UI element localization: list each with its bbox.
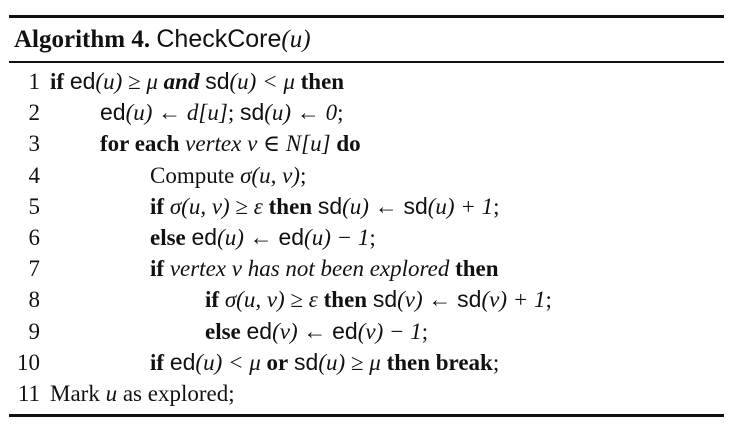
line-code: Mark u as explored; — [50, 378, 235, 409]
code-token: if — [150, 349, 165, 375]
top-rule — [9, 15, 724, 18]
code-token: ; — [299, 162, 307, 188]
code-token: (v) ← — [272, 318, 333, 344]
code-token: σ(u, v) — [240, 162, 300, 188]
code-token: sd — [205, 68, 230, 94]
code-token: for each — [100, 131, 180, 157]
code-token: vertex v has not been explored — [169, 256, 450, 282]
code-token: sd — [457, 286, 482, 313]
code-token: then — [323, 287, 368, 313]
code-token: ed — [169, 348, 196, 375]
caption-argument: (u) — [281, 26, 311, 53]
code-token: then break — [386, 349, 493, 375]
line-code: if vertex v has not been explored then — [150, 253, 499, 284]
code-token: if — [205, 287, 220, 313]
line-number: 3 — [28, 131, 41, 157]
caption-label: Algorithm 4. — [14, 26, 151, 53]
code-token: (u) ← d[u] — [125, 100, 228, 126]
code-token: u — [105, 381, 118, 406]
code-token: sd — [372, 286, 398, 313]
code-token: then — [455, 256, 499, 282]
code-token: ed — [69, 68, 96, 94]
code-token: if — [50, 69, 65, 94]
line-number: 1 — [28, 69, 41, 94]
code-token: (u) ← — [217, 225, 279, 250]
line-code: else ed(v) ← ed(v) − 1; — [205, 316, 428, 347]
code-token: if — [150, 256, 165, 282]
code-token: and — [163, 69, 200, 94]
bottom-rule — [9, 414, 724, 417]
code-token: ; — [492, 349, 500, 375]
code-token: ; — [369, 225, 376, 250]
line-number: 11 — [17, 381, 40, 406]
line-number: 9 — [28, 318, 41, 344]
line-number: 10 — [17, 349, 40, 375]
line-code: if ed(u) ≥ μ and sd(u) < μ then — [50, 66, 344, 97]
code-token: else — [205, 318, 241, 344]
code-token: if — [150, 193, 165, 219]
code-token: then — [300, 69, 345, 94]
code-token: (u) ≥ μ — [318, 349, 387, 375]
code-token: else — [150, 225, 186, 250]
code-token: then — [268, 193, 313, 219]
code-token: ed — [191, 224, 218, 250]
code-token: ; — [421, 318, 429, 344]
code-token: ; — [227, 100, 240, 126]
code-token: (u) ≥ μ — [95, 69, 164, 94]
code-token: or — [266, 349, 289, 375]
code-token: sd — [403, 192, 428, 219]
code-token: ed — [332, 317, 358, 344]
line-number: 2 — [28, 100, 41, 126]
line-code: if σ(u, v) ≥ ε then sd(u) ← sd(u) + 1; — [150, 191, 499, 222]
code-token: σ(u, v) ≥ ε — [169, 193, 263, 219]
code-token: ; — [545, 287, 552, 313]
line-number: 5 — [28, 193, 41, 219]
code-token: sd — [317, 192, 343, 219]
code-token: vertex v ∈ N[u] — [185, 131, 331, 157]
line-number: 4 — [28, 162, 41, 188]
code-token: ed — [100, 99, 126, 126]
caption-procedure-name: CheckCore — [156, 25, 282, 53]
code-token: ed — [246, 317, 273, 344]
code-token: ed — [278, 224, 305, 250]
line-code: Compute σ(u, v); — [150, 160, 306, 191]
line-code: if σ(u, v) ≥ ε then sd(v) ← sd(v) + 1; — [205, 284, 552, 315]
code-token: sd — [239, 99, 265, 126]
line-code: ed(u) ← d[u]; sd(u) ← 0; — [100, 97, 343, 128]
code-token: sd — [294, 348, 319, 375]
code-token: (u) ← 0 — [264, 100, 338, 126]
line-number: 7 — [28, 256, 41, 282]
code-token: σ(u, v) ≥ ε — [224, 287, 318, 313]
code-token: do — [336, 131, 361, 157]
code-token: (v) ← — [397, 287, 458, 313]
algorithm-caption: Algorithm 4. CheckCore(u) — [14, 20, 311, 58]
line-number: 8 — [28, 287, 41, 313]
line-code: else ed(u) ← ed(u) − 1; — [150, 222, 376, 253]
code-token: (v) − 1 — [357, 318, 422, 344]
line-number: 6 — [28, 225, 41, 250]
caption-rule — [9, 61, 724, 63]
code-token: (u) + 1 — [427, 193, 494, 219]
code-token: (u) − 1 — [304, 225, 370, 250]
code-token: (u) < μ — [229, 69, 301, 94]
code-token: ; — [493, 193, 500, 219]
code-token: (v) + 1 — [481, 287, 546, 313]
code-token: ; — [337, 100, 344, 126]
code-token: as explored; — [117, 381, 235, 406]
code-token: (u) < μ — [195, 349, 267, 375]
line-code: for each vertex v ∈ N[u] do — [100, 128, 361, 159]
line-code: if ed(u) < μ or sd(u) ≥ μ then break; — [150, 347, 499, 378]
code-token: Mark — [50, 381, 106, 406]
code-token: Compute — [150, 162, 241, 188]
code-token: (u) ← — [342, 193, 404, 219]
